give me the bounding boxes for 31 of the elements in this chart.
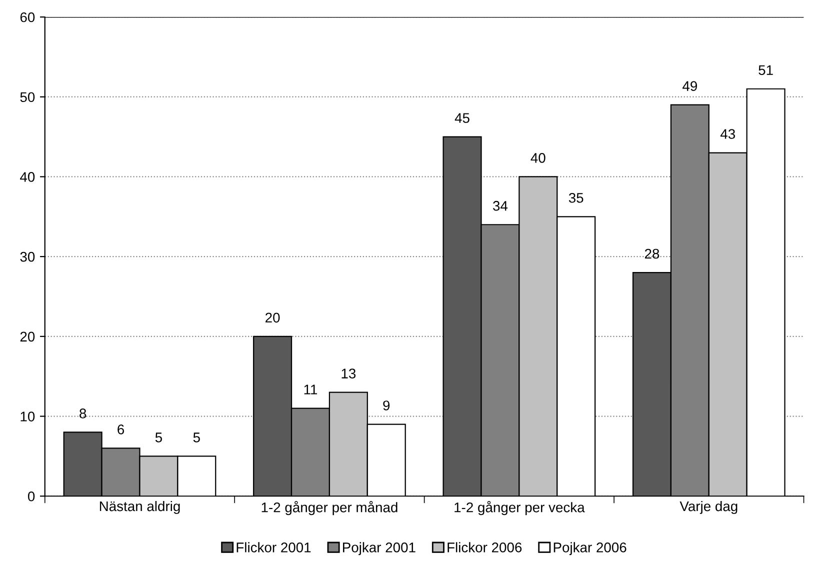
data-label: 34 [493, 200, 508, 211]
data-label: 40 [530, 153, 546, 163]
legend-label: Flickor 2006 [448, 542, 522, 552]
legend-label: Pojkar 2006 [554, 542, 626, 556]
data-label: 20 [266, 312, 280, 323]
data-label: 6 [118, 424, 124, 434]
data-label: 35 [568, 192, 584, 203]
data-label: 28 [644, 248, 660, 259]
data-label: 8 [80, 408, 86, 418]
legend-label: Pojkar 2001 [343, 542, 416, 556]
x-tick-label: Varje dag [680, 500, 738, 514]
legend-label: Flickor 2001 [236, 542, 311, 552]
y-tick-label: 30 [20, 252, 35, 262]
data-label: 43 [720, 129, 735, 139]
x-tick-label: 1-2 gånger per månad [262, 500, 398, 516]
x-tick-label: Nästan aldrig [100, 500, 180, 514]
y-tick-label: 60 [20, 12, 35, 22]
data-label: 5 [193, 432, 200, 442]
y-tick-label: 0 [28, 491, 35, 502]
y-tick-label: 50 [20, 92, 35, 102]
data-label: 13 [342, 368, 356, 378]
y-tick-label: 40 [20, 172, 35, 182]
y-tick-label: 10 [20, 412, 35, 422]
data-label: 11 [304, 384, 318, 394]
data-label: 49 [682, 81, 697, 91]
data-label: 5 [155, 432, 162, 442]
data-label: 45 [454, 113, 470, 123]
data-label: 51 [758, 65, 773, 76]
x-tick-label: 1-2 gånger per vecka [454, 500, 585, 516]
y-tick-label: 20 [20, 332, 35, 342]
data-label: 9 [383, 400, 390, 410]
